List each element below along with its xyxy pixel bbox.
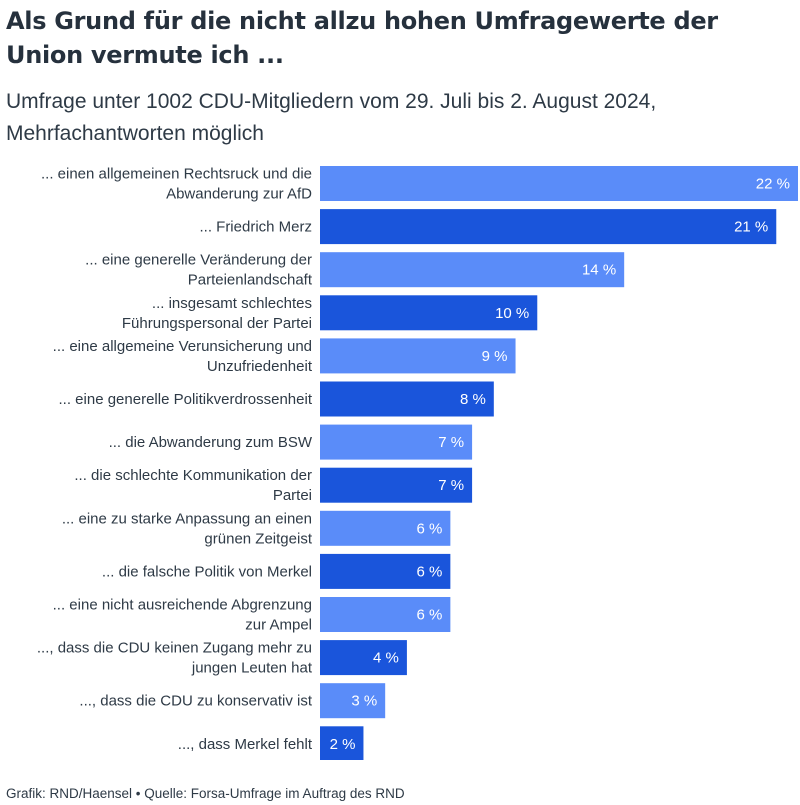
category-label-11-1: jungen Leuten hat [191,660,313,677]
bar-9 [320,553,451,589]
category-label-6-0: ... die Abwanderung zum BSW [109,434,313,451]
category-label-9-0: ... die falsche Politik von Merkel [102,563,312,580]
source-footer: Grafik: RND/Haensel • Quelle: Forsa-Umfr… [6,786,405,801]
bar-11 [320,640,407,676]
value-label-3: 10 % [495,305,529,322]
bar-3 [320,295,538,331]
category-label-7-1: Partei [273,487,312,504]
category-label-2-1: Parteienlandschaft [188,272,313,289]
bar-12 [320,683,386,719]
category-label-0-1: Abwanderung zur AfD [166,186,312,203]
bar-1 [320,209,777,245]
value-label-12: 3 % [351,693,377,710]
value-label-2: 14 % [582,262,616,279]
bar-13 [320,726,364,760]
category-label-0-0: ... einen allgemeinen Rechtsruck und die [41,166,312,183]
category-label-10-1: zur Ampel [245,617,312,634]
category-label-4-1: Unzufriedenheit [207,358,313,375]
bar-8 [320,510,451,546]
category-label-3-0: ... insgesamt schlechtes [152,295,312,312]
category-label-5-0: ... eine generelle Politikverdrossenheit [59,391,313,408]
value-label-8: 6 % [417,520,443,537]
chart-title: Als Grund für die nicht allzu hohen Umfr… [6,7,718,69]
category-label-8-0: ... eine zu starke Anpassung an einen [62,510,312,527]
category-label-3-1: Führungspersonal der Partei [122,315,312,332]
category-label-10-0: ... eine nicht ausreichende Abgrenzung [53,597,312,614]
category-label-11-0: ..., dass die CDU keinen Zugang mehr zu [37,640,312,657]
category-label-12-0: ..., dass die CDU zu konservativ ist [79,693,312,710]
chart-subtitle: Umfrage unter 1002 CDU-Mitgliedern vom 2… [6,90,657,145]
category-label-2-0: ... eine generelle Veränderung der [85,252,312,269]
value-label-7: 7 % [438,477,464,494]
bar-5 [320,381,494,417]
value-label-13: 2 % [330,736,356,753]
bar-chart: 22 % ... einen allgemeinen Rechtsruck und… [37,166,798,760]
category-label-1-0: ... Friedrich Merz [199,219,312,236]
value-label-4: 9 % [482,348,508,365]
value-label-5: 8 % [460,391,486,408]
value-label-10: 6 % [417,607,443,624]
value-label-6: 7 % [438,434,464,451]
bar-2 [320,252,625,288]
category-label-13-0: ..., dass Merkel fehlt [178,736,313,753]
bar-10 [320,597,451,632]
bar-7 [320,467,473,503]
value-label-0: 22 % [756,176,790,193]
bar-4 [320,338,516,374]
value-label-1: 21 % [734,219,768,236]
value-label-9: 6 % [417,563,443,580]
category-label-8-1: grünen Zeitgeist [204,530,312,547]
category-label-7-0: ... die schlechte Kommunikation der [74,467,312,484]
bar-6 [320,424,473,460]
bar-0 [320,166,798,201]
category-label-4-0: ... eine allgemeine Verunsicherung und [53,338,312,355]
value-label-11: 4 % [373,650,399,667]
